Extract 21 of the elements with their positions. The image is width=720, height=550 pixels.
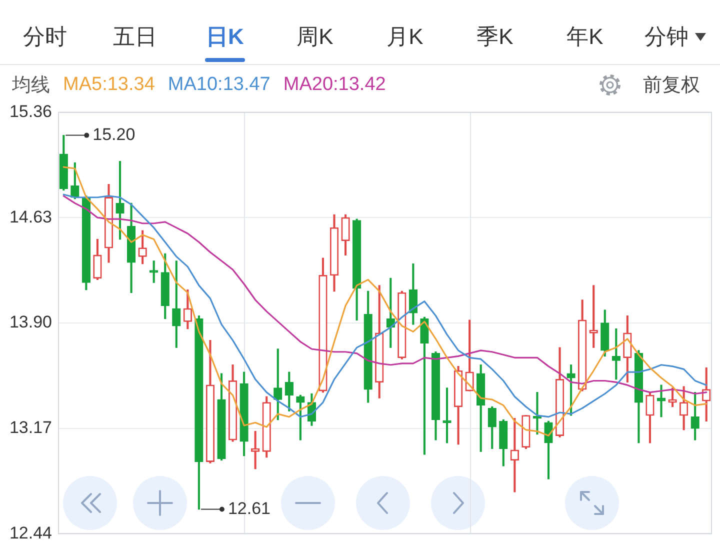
text: MA20:13.42 [283,74,386,96]
annotation: 12.61 [228,498,270,518]
text: 分时 [23,23,67,51]
legend-title: 均线 [12,74,50,98]
text: 五日 [113,23,157,51]
y-tick-label: 12.44 [9,523,52,542]
text: 季K [476,23,514,51]
text: 周K [296,23,334,51]
candlestick [656,384,666,418]
text: MA10:13.47 [168,74,270,96]
y-tick-label: 13.90 [9,312,52,332]
annotation: 15.20 [92,124,136,144]
text: 日K [206,23,244,51]
text: 月K [386,23,424,51]
text: 前复权 [643,74,700,98]
text: 分钟 [644,23,688,51]
y-tick-label: 15.36 [9,102,52,121]
text: MA5:13.34 [63,74,155,96]
y-tick-label: 14.63 [9,207,52,226]
y-tick-label: 13.17 [9,418,52,438]
text: 年K [566,23,604,51]
